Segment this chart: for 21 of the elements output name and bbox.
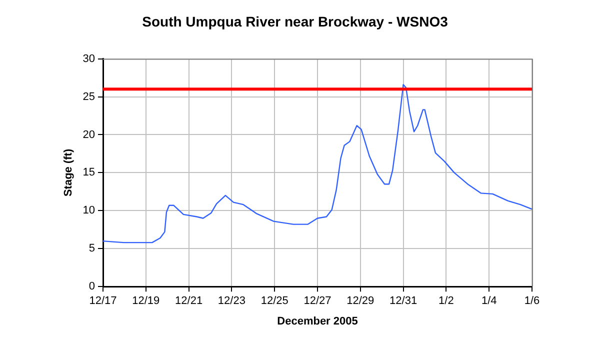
x-tick-label: 12/25 <box>260 295 288 308</box>
x-tick-label: 12/21 <box>175 295 203 308</box>
y-tick-label: 0 <box>88 280 95 293</box>
y-tick-label: 5 <box>88 242 95 255</box>
x-tick-label: 12/23 <box>218 295 246 308</box>
x-tick-label: 12/19 <box>132 295 160 308</box>
chart-title: South Umpqua River near Brockway - WSNO3 <box>142 13 448 30</box>
y-tick-label: 15 <box>82 166 95 179</box>
x-tick-label: 12/29 <box>346 295 374 308</box>
y-tick-label: 30 <box>82 52 95 65</box>
y-axis-title: Stage (ft) <box>62 148 75 197</box>
x-tick-label: 12/31 <box>390 295 418 308</box>
x-tick-label: 12/17 <box>89 295 117 308</box>
x-tick-label: 1/6 <box>524 295 540 308</box>
y-tick-label: 25 <box>82 90 95 103</box>
y-tick-label: 20 <box>82 128 95 141</box>
x-tick-label: 1/2 <box>438 295 454 308</box>
y-tick-label: 10 <box>82 204 95 217</box>
x-tick-label: 1/4 <box>481 295 497 308</box>
x-axis-title: December 2005 <box>277 315 358 328</box>
x-tick-label: 12/27 <box>304 295 332 308</box>
